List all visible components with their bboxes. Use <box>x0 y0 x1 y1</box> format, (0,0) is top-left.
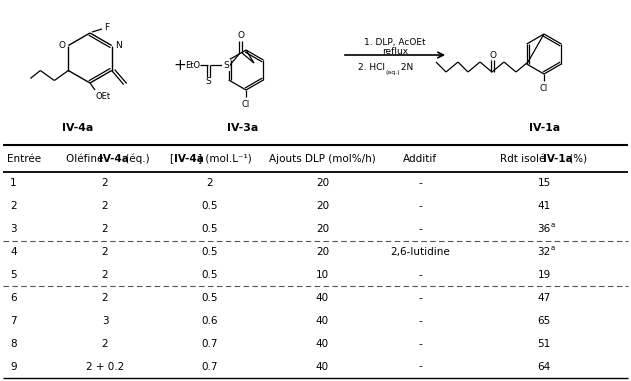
Text: 65: 65 <box>538 316 551 326</box>
Text: 2: 2 <box>102 224 109 234</box>
Text: 3: 3 <box>10 224 16 234</box>
Text: 2: 2 <box>102 270 109 280</box>
Text: Cl: Cl <box>242 100 250 109</box>
Text: 0.5: 0.5 <box>202 270 218 280</box>
Text: (aq.): (aq.) <box>385 70 399 75</box>
Text: 40: 40 <box>316 293 329 303</box>
Text: 0.7: 0.7 <box>202 362 218 371</box>
Text: (%): (%) <box>567 154 587 163</box>
Text: Oléfine: Oléfine <box>66 154 106 163</box>
Text: O: O <box>237 32 244 40</box>
Text: IV-3a: IV-3a <box>227 123 259 133</box>
Text: 2: 2 <box>207 178 213 189</box>
Text: Cl: Cl <box>540 84 548 93</box>
Text: Ajouts DLP (mol%/h): Ajouts DLP (mol%/h) <box>269 154 376 163</box>
Text: 0.5: 0.5 <box>202 247 218 257</box>
Text: 2: 2 <box>102 178 109 189</box>
Text: O: O <box>489 51 496 59</box>
Text: 40: 40 <box>316 339 329 349</box>
Text: ] (mol.L⁻¹): ] (mol.L⁻¹) <box>198 154 252 163</box>
Text: +: + <box>174 58 186 72</box>
Text: [: [ <box>169 154 173 163</box>
Text: -: - <box>418 178 422 189</box>
Text: IV-4a: IV-4a <box>174 154 204 163</box>
Text: Rdt isolé: Rdt isolé <box>500 154 549 163</box>
Text: 9: 9 <box>10 362 16 371</box>
Text: 20: 20 <box>316 201 329 211</box>
Text: 0.5: 0.5 <box>202 224 218 234</box>
Text: IV-1a: IV-1a <box>543 154 572 163</box>
Text: a: a <box>550 245 555 251</box>
Text: F: F <box>104 24 109 32</box>
Text: 3: 3 <box>102 316 109 326</box>
Text: (éq.): (éq.) <box>122 153 150 164</box>
Text: O: O <box>58 41 66 50</box>
Text: 1. DLP, AcOEt: 1. DLP, AcOEt <box>364 37 426 46</box>
Text: 2: 2 <box>102 201 109 211</box>
Text: 7: 7 <box>10 316 16 326</box>
Text: -: - <box>418 201 422 211</box>
Text: 0.7: 0.7 <box>202 339 218 349</box>
Text: 32: 32 <box>538 247 551 257</box>
Text: 2. HCl: 2. HCl <box>358 62 385 72</box>
Text: OEt: OEt <box>96 92 111 101</box>
Text: Additif: Additif <box>403 154 437 163</box>
Text: S: S <box>223 61 229 69</box>
Text: 4: 4 <box>10 247 16 257</box>
Text: -: - <box>418 293 422 303</box>
Text: reflux: reflux <box>382 48 408 56</box>
Text: 0.6: 0.6 <box>202 316 218 326</box>
Text: 0.5: 0.5 <box>202 201 218 211</box>
Text: 41: 41 <box>538 201 551 211</box>
Text: 2N: 2N <box>398 62 413 72</box>
Text: 40: 40 <box>316 316 329 326</box>
Text: IV-1a: IV-1a <box>529 123 560 133</box>
Text: 0.5: 0.5 <box>202 293 218 303</box>
Text: 8: 8 <box>10 339 16 349</box>
Text: -: - <box>418 316 422 326</box>
Text: 2: 2 <box>102 247 109 257</box>
Text: -: - <box>418 362 422 371</box>
Text: 2: 2 <box>102 339 109 349</box>
Text: 6: 6 <box>10 293 16 303</box>
Text: 1: 1 <box>10 178 16 189</box>
Text: IV-4a: IV-4a <box>98 154 128 163</box>
Text: 64: 64 <box>538 362 551 371</box>
Text: -: - <box>418 339 422 349</box>
Text: S: S <box>223 61 229 69</box>
Text: EtO: EtO <box>185 61 200 69</box>
Text: 2: 2 <box>102 293 109 303</box>
Text: 20: 20 <box>316 224 329 234</box>
Text: 15: 15 <box>538 178 551 189</box>
Text: 20: 20 <box>316 247 329 257</box>
Text: 2: 2 <box>10 201 16 211</box>
Text: 40: 40 <box>316 362 329 371</box>
Text: -: - <box>418 270 422 280</box>
Text: a: a <box>550 222 555 228</box>
Text: Entrée: Entrée <box>7 154 41 163</box>
Text: IV-4a: IV-4a <box>62 123 93 133</box>
Text: 36: 36 <box>538 224 551 234</box>
Text: 51: 51 <box>538 339 551 349</box>
Text: N: N <box>115 41 121 50</box>
Text: 19: 19 <box>538 270 551 280</box>
Text: 10: 10 <box>316 270 329 280</box>
Text: 20: 20 <box>316 178 329 189</box>
Text: 2,6-lutidine: 2,6-lutidine <box>390 247 450 257</box>
Text: 47: 47 <box>538 293 551 303</box>
Text: S: S <box>206 77 211 86</box>
Text: 5: 5 <box>10 270 16 280</box>
Text: 2 + 0.2: 2 + 0.2 <box>86 362 124 371</box>
Text: -: - <box>418 224 422 234</box>
